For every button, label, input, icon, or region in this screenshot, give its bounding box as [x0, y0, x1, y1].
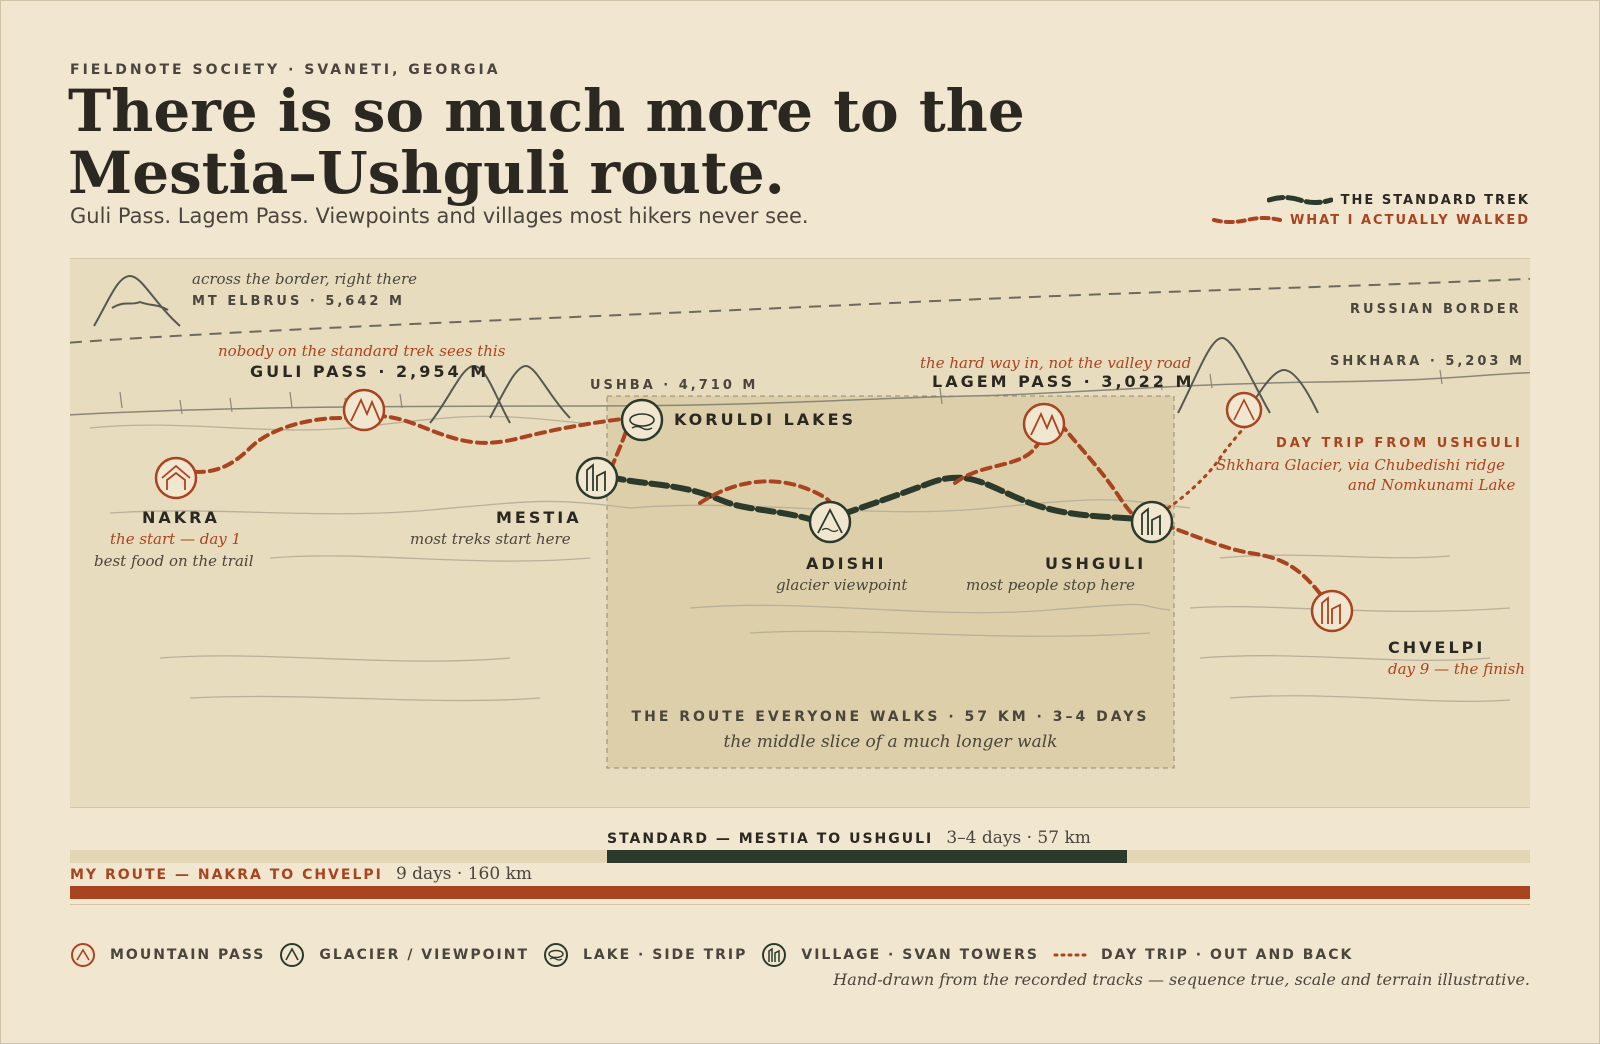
ushba-peak-2 [489, 364, 571, 419]
elbrus-label: MT ELBRUS · 5,642 M [192, 294, 405, 309]
legend-village-label: VILLAGE · SVAN TOWERS [801, 947, 1039, 963]
ushguli-label: USHGULI [1045, 554, 1147, 573]
legend-glacier: GLACIER / VIEWPOINT [279, 942, 529, 968]
standard-trek-segment-1 [605, 473, 823, 525]
mestia-note: most treks start here [410, 530, 571, 548]
chvelpi-note: day 9 — the finish [1388, 660, 1526, 678]
lagem-pass-icon [1022, 402, 1066, 446]
nakra-village-icon [154, 456, 198, 500]
lagem-pass-note: the hard way in, not the valley road [920, 354, 1192, 372]
my-route-bar-fill [70, 886, 1530, 899]
shkhara-label: SHKHARA · 5,203 M [1330, 354, 1525, 369]
standard-line-swatch [1266, 195, 1333, 205]
route-map: across the border, right there MT ELBRUS… [70, 258, 1530, 808]
nakra-label: NAKRA [142, 508, 220, 527]
legend-glacier-label: GLACIER / VIEWPOINT [319, 947, 529, 963]
standard-bar-track [70, 850, 1530, 863]
standard-trek-segment-2 [817, 474, 1153, 525]
guli-pass-note: nobody on the standard trek sees this [218, 342, 506, 360]
ushguli-village-icon [1130, 500, 1174, 544]
standard-bar-value: 3–4 days · 57 km [946, 828, 1091, 848]
standard-bar-label: STANDARD — MESTIA TO USHGULI [607, 831, 934, 847]
ushguli-note: most people stop here [966, 576, 1136, 594]
subtitle: Guli Pass. Lagem Pass. Viewpoints and vi… [70, 204, 809, 228]
standard-box-note: the middle slice of a much longer walk [723, 732, 1058, 752]
ushba-label: USHBA · 4,710 M [590, 378, 759, 393]
legend-daytrip-label: DAY TRIP · OUT AND BACK [1100, 947, 1354, 963]
daytrip-note-1: Shkhara Glacier, via Chubedishi ridge [1216, 456, 1505, 474]
standard-box-label: THE ROUTE EVERYONE WALKS · 57 KM · 3–4 D… [631, 709, 1150, 725]
standard-bar-caption: STANDARD — MESTIA TO USHGULI 3–4 days · … [607, 828, 1091, 848]
legend-pass-label: MOUNTAIN PASS [110, 947, 266, 963]
russian-border-line [70, 277, 1530, 344]
elbrus-note: across the border, right there [192, 270, 418, 288]
koruldi-label: KORULDI LAKES [674, 410, 857, 429]
comparison-divider [70, 904, 1530, 905]
legend-lake-label: LAKE · SIDE TRIP [583, 947, 748, 963]
shkhara-peak-1 [1177, 336, 1271, 414]
title-line-1: There is so much more to the [68, 77, 1025, 145]
lagem-pass-label: LAGEM PASS · 3,022 M [932, 372, 1195, 391]
symbol-legend: MOUNTAIN PASS GLACIER / VIEWPOINT LAKE ·… [70, 942, 1367, 968]
my-route-to-chvelpi [1148, 518, 1334, 612]
shkhara-glacier-icon [1225, 391, 1263, 429]
kicker: FIELDNOTE SOCIETY · SVANETI, GEORGIA [70, 62, 501, 78]
lake-icon [544, 943, 568, 967]
mountain-pass-icon [71, 943, 95, 967]
nakra-note-1: the start — day 1 [110, 530, 242, 548]
legend-actual-label: WHAT I ACTUALLY WALKED [1289, 212, 1530, 228]
legend-pass: MOUNTAIN PASS [70, 942, 265, 968]
actual-line-swatch [1211, 216, 1282, 224]
my-route-bar-track [70, 886, 1530, 899]
page-title: There is so much more to the Mestia–Ushg… [68, 80, 1025, 204]
route-legend: THE STANDARD TREK WHAT I ACTUALLY WALKED [1211, 190, 1530, 230]
glacier-icon [280, 943, 305, 967]
adishi-glacier-icon [808, 500, 852, 544]
guli-pass-icon [342, 388, 386, 432]
adishi-label: ADISHI [806, 554, 887, 573]
legend-standard: THE STANDARD TREK [1212, 190, 1530, 210]
terrain-contours [89, 415, 1511, 703]
distance-comparison: STANDARD — MESTIA TO USHGULI 3–4 days · … [70, 828, 1530, 916]
day-trip-dotted-icon [1053, 953, 1087, 957]
mestia-label: MESTIA [496, 508, 582, 527]
shkhara-peak-2 [1245, 368, 1319, 414]
mountain-sketches [93, 274, 1319, 424]
chvelpi-label: CHVELPI [1388, 638, 1486, 657]
legend-village: VILLAGE · SVAN TOWERS [761, 942, 1039, 968]
legend-daytrip: DAY TRIP · OUT AND BACK [1053, 942, 1353, 968]
standard-bar-fill [607, 850, 1127, 863]
daytrip-note-2: and Nomkunami Lake [1348, 476, 1516, 494]
mestia-village-icon [575, 456, 619, 500]
standard-route-box [606, 395, 1175, 769]
legend-lake: LAKE · SIDE TRIP [543, 942, 747, 968]
daytrip-label: DAY TRIP FROM USHGULI [1276, 436, 1523, 451]
adishi-note: glacier viewpoint [776, 576, 908, 594]
russian-border-label: RUSSIAN BORDER [1350, 302, 1522, 317]
legend-actual: WHAT I ACTUALLY WALKED [1211, 210, 1530, 230]
my-route-nakra-to-koruldi [178, 414, 632, 474]
legend-standard-label: THE STANDARD TREK [1340, 192, 1530, 208]
my-route-bar-label: MY ROUTE — NAKRA TO CHVELPI [70, 867, 383, 883]
village-towers-icon [762, 943, 787, 967]
nakra-note-2: best food on the trail [94, 552, 254, 570]
guli-pass-label: GULI PASS · 2,954 M [250, 362, 490, 381]
my-route-bar-caption: MY ROUTE — NAKRA TO CHVELPI 9 days · 160… [70, 864, 532, 884]
my-route-bar-value: 9 days · 160 km [395, 864, 533, 884]
map-canvas [70, 258, 1530, 808]
title-line-2: Mestia–Ushguli route. [68, 139, 785, 207]
chvelpi-village-icon [1310, 589, 1354, 633]
footnote: Hand-drawn from the recorded tracks — se… [833, 970, 1530, 989]
elbrus-sketch [93, 274, 181, 327]
koruldi-lake-icon [620, 398, 664, 442]
